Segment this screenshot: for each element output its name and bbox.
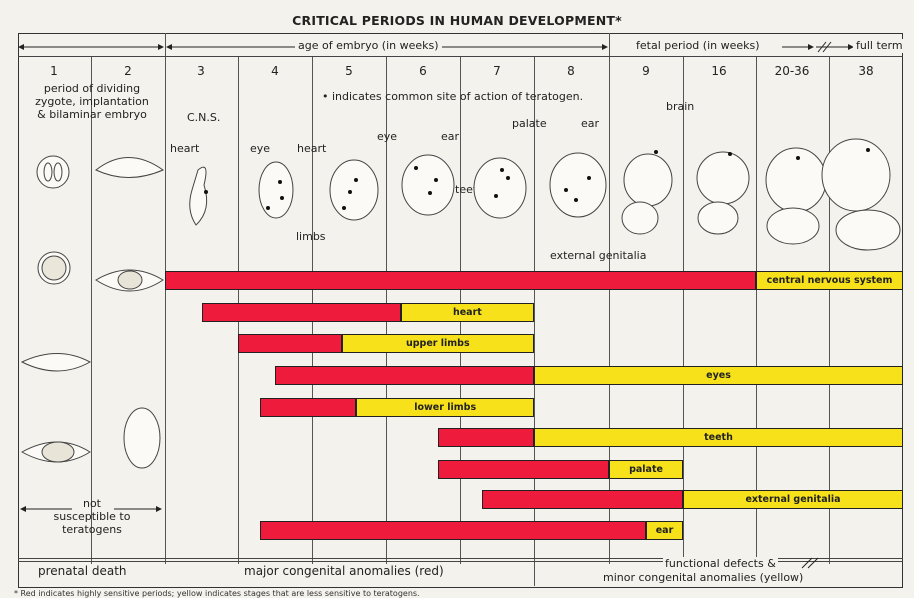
yellow-bar-ear: [646, 521, 683, 540]
chart-title: CRITICAL PERIODS IN HUMAN DEVELOPMENT*: [292, 13, 622, 28]
red-bar-upper-limbs: [238, 334, 342, 353]
week-label: 1: [50, 64, 58, 78]
red-bar-eyes: [275, 366, 534, 385]
red-bar-palate: [437, 460, 609, 479]
column-divider: [683, 56, 684, 564]
bar-label: external genitalia: [745, 494, 841, 505]
yellow-bar-palate: [609, 460, 683, 479]
embryo-illustrations: [36, 138, 901, 251]
footer-rule: [18, 561, 903, 562]
yellow-bar-upper-limbs: [341, 334, 534, 353]
organ-label-palate: palate: [512, 117, 547, 130]
fetal-period-label: fetal period (in weeks): [633, 39, 763, 53]
organ-label-ear: ear: [581, 117, 600, 130]
chart-frame: [18, 33, 903, 588]
week-label: 2: [124, 64, 132, 78]
bar-label: eyes: [706, 370, 731, 381]
red-bar-ear: [260, 521, 646, 540]
organ-label-ear: ear: [441, 130, 460, 143]
week-label: 8: [567, 64, 575, 78]
red-bar-external-genitalia: [482, 490, 683, 509]
week-label: 38: [858, 64, 874, 78]
week-label: 3: [197, 64, 205, 78]
full-term-label: full term: [853, 39, 906, 53]
column-divider: [609, 33, 610, 564]
prenatal-death-label: prenatal death: [38, 564, 127, 578]
major-anomalies-label: major congenital anomalies (red): [244, 564, 444, 578]
bar-label: lower limbs: [414, 402, 477, 413]
organ-label-external-genitalia: external genitalia: [550, 249, 647, 262]
yellow-bar-external-genitalia: [683, 490, 903, 509]
column-divider: [756, 56, 757, 564]
organ-label-eye: eye: [250, 142, 271, 155]
week-label: 4: [271, 64, 279, 78]
header-rule: [18, 56, 903, 57]
organ-label-cns: C.N.S.: [187, 111, 221, 124]
yellow-bar-central-nervous-system: [756, 271, 903, 290]
not-susceptible-arrow: [20, 506, 162, 512]
bar-label: teeth: [704, 432, 733, 443]
age-of-embryo-label: age of embryo (in weeks): [295, 39, 442, 53]
column-divider: [91, 56, 92, 564]
yellow-bar-heart: [400, 303, 534, 322]
column-divider: [829, 56, 830, 564]
bar-label: ear: [655, 525, 674, 536]
minor-anomalies-label: minor congenital anomalies (yellow): [603, 571, 804, 584]
week-label: 20-36: [774, 64, 810, 78]
column-divider: [165, 33, 166, 564]
bar-label: central nervous system: [766, 275, 893, 286]
organ-label-heart: heart: [297, 142, 327, 155]
bar-label: upper limbs: [405, 338, 470, 349]
teratogen-note: • indicates common site of action of ter…: [322, 90, 584, 103]
yellow-bar-eyes: [534, 366, 903, 385]
bar-label: heart: [452, 307, 482, 318]
yellow-bar-lower-limbs: [356, 398, 534, 417]
organ-label-limbs: limbs: [296, 230, 326, 243]
not-susceptible-label: not susceptible to teratogens: [53, 497, 131, 536]
bar-label: palate: [629, 464, 663, 475]
week-label: 7: [493, 64, 501, 78]
footnote: * Red indicates highly sensitive periods…: [14, 589, 420, 598]
yellow-bar-teeth: [534, 428, 903, 447]
week-label: 9: [642, 64, 650, 78]
red-bar-heart: [201, 303, 401, 322]
cross-section-illustrations: [20, 251, 164, 469]
week-label: 6: [419, 64, 427, 78]
organ-label-brain: brain: [666, 100, 695, 113]
functional-defects-label: functional defects &: [663, 557, 778, 570]
organ-label-eye: eye: [377, 130, 398, 143]
week-label: 16: [711, 64, 727, 78]
footer-rule: [18, 558, 903, 559]
week-label: 5: [345, 64, 353, 78]
break-mark-icon: [801, 557, 819, 569]
column-divider: [534, 56, 535, 586]
red-bar-lower-limbs: [260, 398, 357, 417]
organ-label-heart: heart: [170, 142, 200, 155]
early-period-note: period of dividing zygote, implantation …: [35, 82, 149, 121]
red-bar-central-nervous-system: [165, 271, 756, 290]
red-bar-teeth: [437, 428, 534, 447]
